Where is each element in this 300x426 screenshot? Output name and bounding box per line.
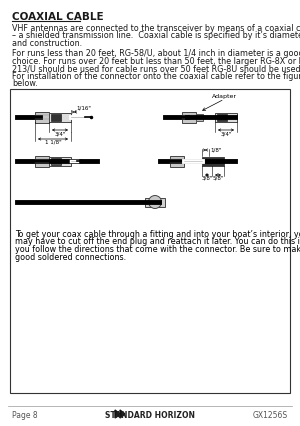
Text: 1 1/8": 1 1/8" [45,140,61,145]
Text: 3/4": 3/4" [220,131,232,136]
Bar [49,156,71,165]
Text: Adapter: Adapter [212,94,237,99]
Text: 5/8": 5/8" [212,176,224,181]
Bar [182,112,196,123]
Text: 3/8": 3/8" [201,176,213,181]
Bar [35,112,49,123]
Bar [51,158,61,164]
Text: To get your coax cable through a fitting and into your boat’s interior, you: To get your coax cable through a fitting… [15,230,300,239]
Text: choice. For runs over 20 feet but less than 50 feet, the larger RG-8X or RG-: choice. For runs over 20 feet but less t… [12,57,300,66]
Text: may have to cut off the end plug and reattach it later. You can do this if: may have to cut off the end plug and rea… [15,238,300,247]
Text: 213/U should be used for cable runs over 50 feet RG-8U should be used.: 213/U should be used for cable runs over… [12,64,300,74]
Bar [51,113,61,121]
Bar [145,198,165,207]
Text: 3/4": 3/4" [54,131,66,136]
Polygon shape [120,410,125,418]
Text: VHF antennas are connected to the transceiver by means of a coaxial cable: VHF antennas are connected to the transc… [12,24,300,33]
Text: For runs less than 20 feet, RG-58/U, about 1/4 inch in diameter is a good: For runs less than 20 feet, RG-58/U, abo… [12,49,300,58]
Text: good soldered connections.: good soldered connections. [15,253,126,262]
Text: GX1256S: GX1256S [253,411,288,420]
Bar [10,89,290,393]
Bar [35,155,49,167]
Text: – a shielded transmission line.  Coaxial cable is specified by it’s diameter: – a shielded transmission line. Coaxial … [12,32,300,40]
Circle shape [148,196,161,208]
Text: COAXIAL CABLE: COAXIAL CABLE [12,12,104,22]
Text: below.: below. [12,80,38,89]
Bar [202,156,224,165]
Text: 1/16": 1/16" [76,106,91,111]
Text: 1/8": 1/8" [210,147,221,153]
Polygon shape [115,410,120,418]
Text: STANDARD HORIZON: STANDARD HORIZON [105,411,195,420]
Text: For installation of the connector onto the coaxial cable refer to the figure: For installation of the connector onto t… [12,72,300,81]
Text: and construction.: and construction. [12,39,82,48]
Bar [49,112,71,121]
Text: Page 8: Page 8 [12,411,38,420]
Bar [170,155,184,167]
Bar [215,112,237,121]
Bar [196,113,203,121]
Bar [217,113,227,121]
Text: you follow the directions that come with the connector. Be sure to make: you follow the directions that come with… [15,245,300,254]
